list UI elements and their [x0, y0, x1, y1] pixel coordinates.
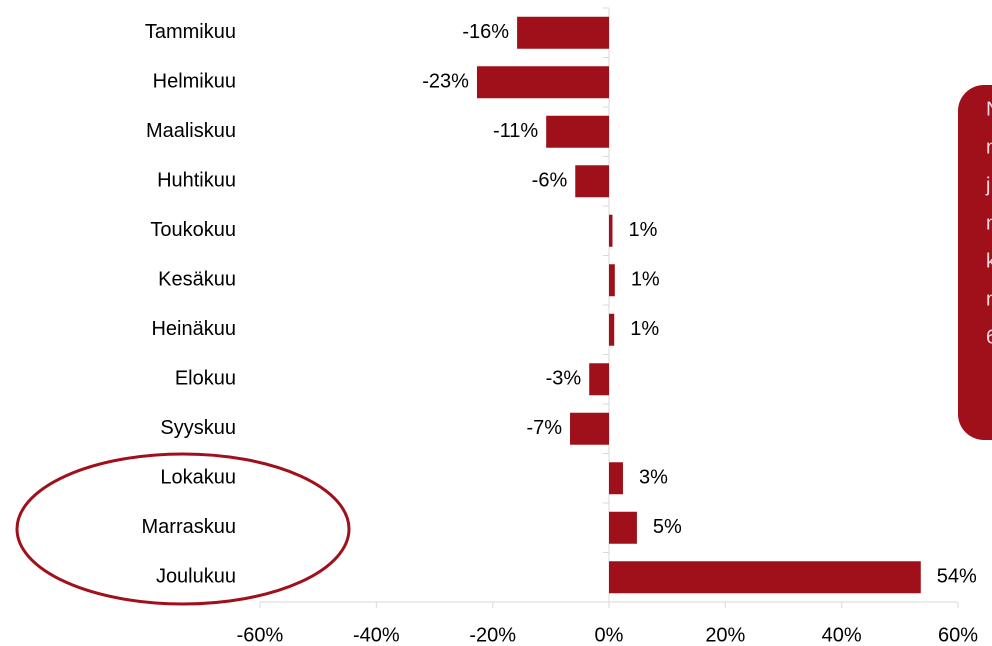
- y-tick-label: Toukokuu: [150, 219, 236, 241]
- annotation-text: m: [986, 288, 992, 310]
- bar: [517, 16, 609, 49]
- annotation-box: [958, 85, 992, 440]
- y-tick-label: Huhtikuu: [157, 170, 236, 192]
- y-tick-label: Elokuu: [175, 368, 236, 390]
- annotation-text: m: [986, 136, 992, 158]
- bar: [609, 462, 623, 495]
- x-tick-label: -60%: [237, 624, 284, 646]
- annotation-text: m: [986, 212, 992, 234]
- bar: [609, 313, 615, 346]
- annotation-text: j: [985, 174, 990, 196]
- value-label: -23%: [422, 71, 469, 93]
- value-label: -16%: [462, 21, 509, 43]
- y-tick-label: Heinäkuu: [151, 318, 236, 340]
- value-label: -7%: [526, 417, 562, 439]
- x-tick-label: 20%: [705, 624, 745, 646]
- value-label: 3%: [639, 467, 668, 489]
- annotation-text: k: [986, 250, 992, 272]
- value-label: 1%: [628, 219, 657, 241]
- y-tick-label: Tammikuu: [145, 21, 236, 43]
- bar: [546, 115, 609, 148]
- value-label: -11%: [493, 120, 538, 142]
- bar: [609, 511, 637, 544]
- value-label: -3%: [546, 368, 582, 390]
- y-tick-label: Joulukuu: [156, 566, 236, 588]
- value-label: 1%: [631, 269, 660, 291]
- y-tick-label: Kesäkuu: [158, 269, 236, 291]
- value-label: 1%: [630, 318, 659, 340]
- x-tick-label: 60%: [938, 624, 978, 646]
- bar: [609, 214, 613, 247]
- highlight-ellipse: [15, 452, 351, 606]
- y-tick-label: Maaliskuu: [146, 120, 236, 142]
- value-label: 5%: [653, 516, 682, 538]
- value-label: -6%: [532, 170, 568, 192]
- annotation-text: N: [986, 98, 992, 120]
- bar: [589, 363, 609, 396]
- annotation-text: 6: [986, 326, 992, 348]
- bar: [476, 66, 609, 99]
- y-tick-label: Lokakuu: [160, 467, 236, 489]
- x-tick-label: -40%: [353, 624, 400, 646]
- y-tick-label: Syyskuu: [160, 417, 236, 439]
- x-tick-label: 0%: [595, 624, 624, 646]
- x-tick-label: 40%: [822, 624, 862, 646]
- value-label: 54%: [937, 566, 977, 588]
- bar: [609, 264, 615, 297]
- y-tick-label: Helmikuu: [153, 71, 236, 93]
- bar: [575, 165, 609, 198]
- x-tick-label: -20%: [469, 624, 516, 646]
- bar: [609, 561, 921, 594]
- y-tick-label: Marraskuu: [142, 516, 236, 538]
- bar: [570, 412, 609, 445]
